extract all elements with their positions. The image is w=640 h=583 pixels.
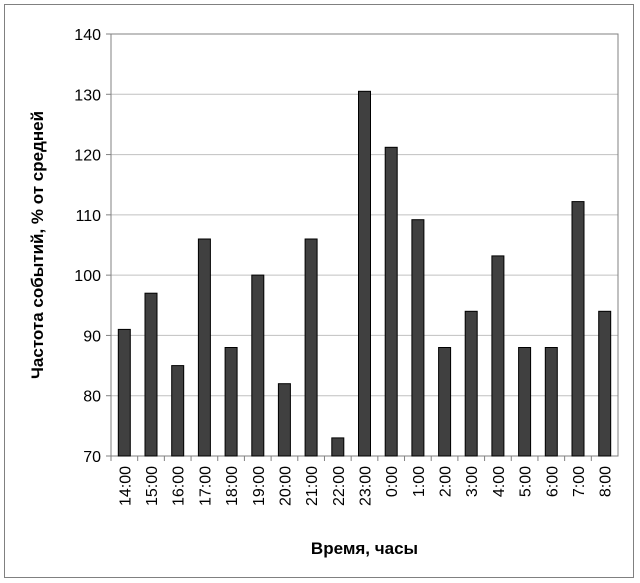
y-axis-ticks: 70 80 90 100 110 120 130 140 [74, 27, 111, 466]
x-tick-label: 17:00 [197, 466, 214, 506]
chart-frame [4, 4, 634, 578]
x-tick-label: 8:00 [598, 466, 615, 497]
y-tick-label: 120 [74, 148, 101, 165]
y-tick-label: 140 [74, 27, 101, 44]
bar-15-00 [144, 292, 158, 457]
x-tick-label: 3:00 [464, 466, 481, 497]
y-tick-label: 80 [83, 389, 101, 406]
bar-4-00 [491, 255, 505, 457]
bar-0-00 [384, 146, 398, 457]
bar-2-00 [438, 347, 452, 457]
x-tick-label: 14:00 [117, 466, 134, 506]
x-tick-label: 15:00 [144, 466, 161, 506]
y-tick-label: 100 [74, 268, 101, 285]
bar-3-00 [464, 310, 478, 457]
y-tick-label: 130 [74, 87, 101, 104]
bar-22-00 [331, 437, 345, 457]
x-tick-label: 4:00 [491, 466, 508, 497]
x-tick-label: 21:00 [304, 466, 321, 506]
bar-18-00 [224, 347, 238, 457]
y-tick-label: 70 [83, 449, 101, 466]
bar-20-00 [277, 383, 291, 457]
bar-5-00 [518, 347, 532, 457]
bar-14-00 [117, 328, 131, 457]
x-tick-label: 20:00 [277, 466, 294, 506]
bar-8-00 [598, 310, 612, 457]
x-tick-label: 22:00 [331, 466, 348, 506]
x-tick-label: 5:00 [518, 466, 535, 497]
x-tick-label: 18:00 [224, 466, 241, 506]
bar-6-00 [544, 347, 558, 457]
bar-23-00 [358, 90, 371, 457]
x-tick-label: 0:00 [384, 466, 401, 497]
x-tick-label: 7:00 [571, 466, 588, 497]
y-tick-label: 110 [75, 208, 101, 225]
bar-17-00 [197, 238, 211, 457]
bar-7-00 [571, 201, 585, 457]
bars [117, 90, 612, 457]
bar-21-00 [304, 238, 318, 457]
x-tick-label: 16:00 [171, 466, 188, 506]
bar-1-00 [411, 219, 425, 457]
y-tick-label: 90 [83, 328, 101, 345]
bar-19-00 [251, 274, 265, 457]
x-tick-label: 19:00 [251, 466, 268, 506]
bar-16-00 [171, 365, 185, 457]
x-tick-label: 2:00 [438, 466, 455, 497]
x-axis-ticks: 14:00 15:00 16:00 17:00 18:00 19:00 20:00 21:00… [110, 456, 615, 506]
x-tick-label: 6:00 [544, 466, 561, 497]
x-tick-label: 1:00 [411, 466, 428, 497]
x-axis-title: Время, часы [311, 539, 418, 558]
y-axis-title: Частота событий, % от средней [28, 111, 47, 379]
x-tick-label: 23:00 [358, 466, 375, 506]
